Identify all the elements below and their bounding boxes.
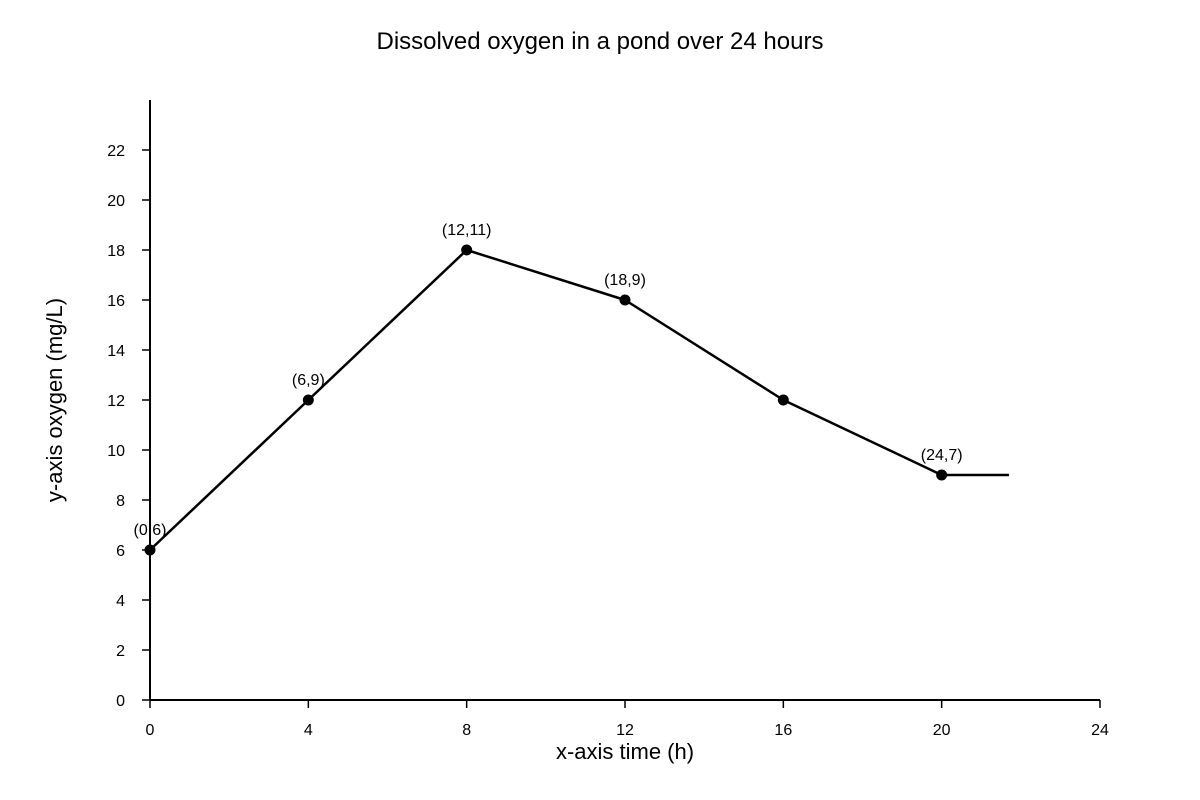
y-tick-label: 14 bbox=[107, 343, 125, 360]
y-tick-label: 4 bbox=[116, 593, 125, 610]
y-tick-label: 10 bbox=[107, 443, 125, 460]
data-label: (24,7) bbox=[921, 447, 963, 464]
y-tick-label: 6 bbox=[116, 543, 125, 560]
data-label: (12,11) bbox=[442, 222, 492, 239]
data-label: (18,9) bbox=[604, 272, 646, 289]
y-tick-label: 16 bbox=[107, 293, 125, 310]
data-point-marker bbox=[461, 244, 473, 256]
plot-area: (0,6) (6,9) (12,11) (18,9) (24,7) bbox=[134, 222, 1009, 556]
y-tick-label: 22 bbox=[107, 143, 125, 160]
x-axis-label: x-axis time (h) bbox=[556, 739, 694, 764]
x-tick-label: 24 bbox=[1091, 722, 1109, 739]
data-point-marker bbox=[619, 294, 631, 306]
x-tick-label: 4 bbox=[304, 722, 313, 739]
y-tick-label: 12 bbox=[107, 393, 125, 410]
y-tick-label: 18 bbox=[107, 243, 125, 260]
y-tick-label: 0 bbox=[116, 693, 125, 710]
data-label: (0,6) bbox=[134, 522, 167, 539]
y-tick-label: 20 bbox=[107, 193, 125, 210]
x-tick-label: 0 bbox=[146, 722, 155, 739]
data-point-marker bbox=[936, 469, 948, 481]
data-point-marker bbox=[144, 544, 156, 556]
x-tick-label: 16 bbox=[774, 722, 792, 739]
y-tick-label: 8 bbox=[116, 493, 125, 510]
data-label: (6,9) bbox=[292, 372, 325, 389]
x-tick-label: 20 bbox=[933, 722, 951, 739]
chart-title: Dissolved oxygen in a pond over 24 hours bbox=[377, 28, 824, 55]
x-tick-label: 8 bbox=[462, 722, 471, 739]
data-point-marker bbox=[302, 394, 314, 406]
series-line bbox=[149, 248, 1009, 551]
data-point-marker bbox=[777, 394, 789, 406]
x-tick-label: 12 bbox=[616, 722, 634, 739]
y-axis-label: y-axis oxygen (mg/L) bbox=[42, 298, 67, 502]
y-tick-label: 2 bbox=[116, 643, 125, 660]
